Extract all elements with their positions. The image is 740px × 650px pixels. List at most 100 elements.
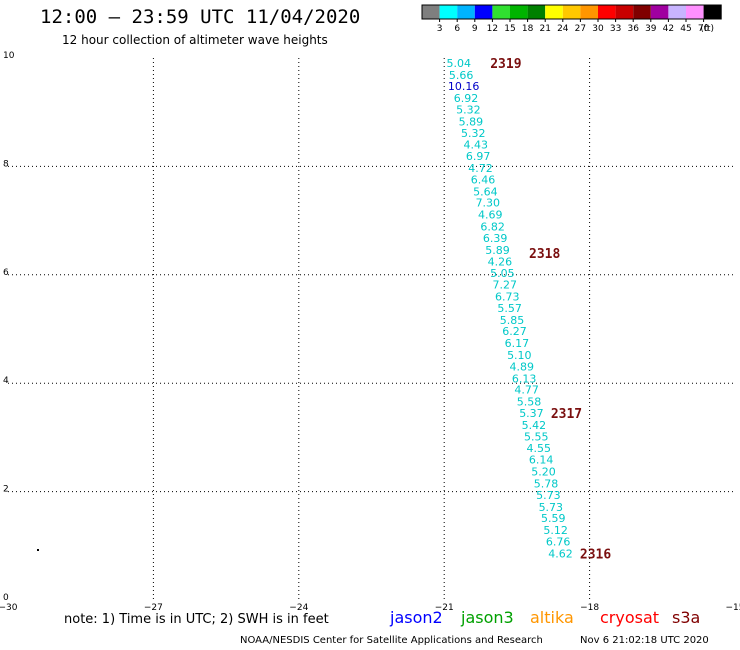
y-tick-label: 4 <box>3 376 9 386</box>
pass-label: 2316 <box>580 547 611 562</box>
legend-label: 6 <box>454 24 460 34</box>
satellite-cryosat: cryosat <box>600 608 660 627</box>
legend-swatch <box>650 5 669 19</box>
legend-swatch <box>686 5 704 19</box>
satellite-jason2: jason2 <box>390 608 443 627</box>
pass-label: 2318 <box>529 247 560 262</box>
swh-value: 5.32 <box>456 103 481 116</box>
swh-value: 6.82 <box>480 221 505 234</box>
legend-label: 15 <box>504 24 515 34</box>
swh-value: 5.12 <box>543 524 568 537</box>
legend-label: 70 <box>698 24 710 34</box>
swh-value: 10.16 <box>448 80 480 93</box>
legend-label: 42 <box>663 24 674 34</box>
swh-value: 5.58 <box>517 396 542 409</box>
swh-value: 5.10 <box>507 349 532 362</box>
swh-value: 6.13 <box>512 372 537 385</box>
legend-swatch <box>598 5 616 19</box>
swh-value: 7.27 <box>493 279 518 292</box>
x-tick-label: −30 <box>0 603 18 610</box>
swh-value: 5.66 <box>449 69 474 82</box>
swh-value: 6.92 <box>454 92 479 105</box>
pass-label: 2317 <box>551 407 582 422</box>
legend-label: 36 <box>627 24 639 34</box>
legend-label: 24 <box>557 24 569 34</box>
swh-value: 6.17 <box>505 337 530 350</box>
legend-swatch <box>492 5 510 19</box>
legend-label: 45 <box>680 24 691 34</box>
satellite-altika: altika <box>530 608 574 627</box>
swh-value: 5.78 <box>534 477 559 490</box>
swh-value: 5.89 <box>459 115 484 128</box>
footnote: note: 1) Time is in UTC; 2) SWH is in fe… <box>64 612 329 627</box>
legend-swatch <box>668 5 686 19</box>
swh-value: 7.30 <box>476 197 501 210</box>
swh-value: 4.77 <box>514 384 539 397</box>
y-tick-label: 10 <box>3 51 15 61</box>
swh-value: 5.73 <box>539 501 564 514</box>
swh-value: 4.72 <box>468 162 493 175</box>
map-title: 12:00 – 23:59 UTC 11/04/2020 <box>40 6 361 28</box>
satellite-jason3: jason3 <box>461 608 514 627</box>
swh-value: 5.59 <box>541 512 566 525</box>
swh-value: 5.37 <box>519 407 544 420</box>
legend-label: 21 <box>539 24 550 34</box>
y-tick-label: 8 <box>3 159 9 169</box>
swh-value: 5.89 <box>485 244 510 257</box>
swh-value: 5.64 <box>473 185 498 198</box>
x-tick-label: −18 <box>580 603 599 610</box>
swh-value: 6.27 <box>502 325 527 338</box>
y-tick-label: 0 <box>3 593 9 603</box>
swh-value: 6.73 <box>495 290 520 303</box>
legend-label: 12 <box>487 24 498 34</box>
swh-value: 4.62 <box>548 547 573 560</box>
x-tick-label: −24 <box>289 603 308 610</box>
x-tick-label: −15 <box>726 603 740 610</box>
color-legend: 3 6 9 12 15 18 21 24 27 30 33 36 39 42 45 70(ft) <box>421 4 722 34</box>
swh-value: 5.04 <box>446 57 471 70</box>
legend-swatch <box>457 5 475 19</box>
legend-label: 9 <box>472 24 478 34</box>
x-tick-label: −27 <box>144 603 163 610</box>
legend-swatch <box>422 5 440 19</box>
legend-swatch <box>545 5 563 19</box>
swh-value: 6.46 <box>471 173 496 186</box>
legend-swatch <box>439 5 458 19</box>
legend-label: 30 <box>592 24 604 34</box>
swh-value: 5.32 <box>461 127 486 140</box>
wave-height-map: −30−27−24−21−18−1502468105.045.6610.166.… <box>0 51 740 610</box>
generation-timestamp: Nov 6 21:02:18 UTC 2020 <box>580 635 709 646</box>
legend-frame <box>421 4 722 20</box>
legend-swatch <box>615 5 634 19</box>
swh-value: 5.85 <box>500 314 525 327</box>
credit-line: NOAA/NESDIS Center for Satellite Applica… <box>240 635 543 646</box>
legend-label: 27 <box>575 24 586 34</box>
satellite-s3a: s3a <box>672 608 701 627</box>
swh-value: 6.14 <box>529 454 554 467</box>
legend-swatch <box>474 5 493 19</box>
legend-label: 3 <box>437 24 443 34</box>
legend-swatch <box>527 5 546 19</box>
x-tick-label: −21 <box>435 603 454 610</box>
swh-value: 6.97 <box>466 150 491 163</box>
map-subtitle: 12 hour collection of altimeter wave hei… <box>62 33 328 47</box>
swh-value: 5.55 <box>524 430 549 443</box>
swh-value: 4.69 <box>478 209 503 222</box>
swh-value: 4.55 <box>526 442 551 455</box>
swh-value: 4.43 <box>463 139 488 152</box>
swh-value: 4.26 <box>488 255 513 268</box>
legend-swatch <box>510 5 528 19</box>
swh-value: 5.73 <box>536 489 561 502</box>
swh-value: 5.42 <box>522 419 547 432</box>
legend-swatch <box>562 5 581 19</box>
legend-label: 39 <box>645 24 657 34</box>
swh-value: 4.89 <box>509 360 534 373</box>
land-dot <box>37 549 39 551</box>
swh-value: 5.57 <box>497 302 522 315</box>
swh-value: 5.20 <box>531 466 556 479</box>
legend-swatch <box>580 5 598 19</box>
legend-label: 18 <box>522 24 534 34</box>
pass-label: 2319 <box>490 57 521 72</box>
legend-label: 33 <box>610 24 621 34</box>
legend-swatch <box>703 5 722 19</box>
